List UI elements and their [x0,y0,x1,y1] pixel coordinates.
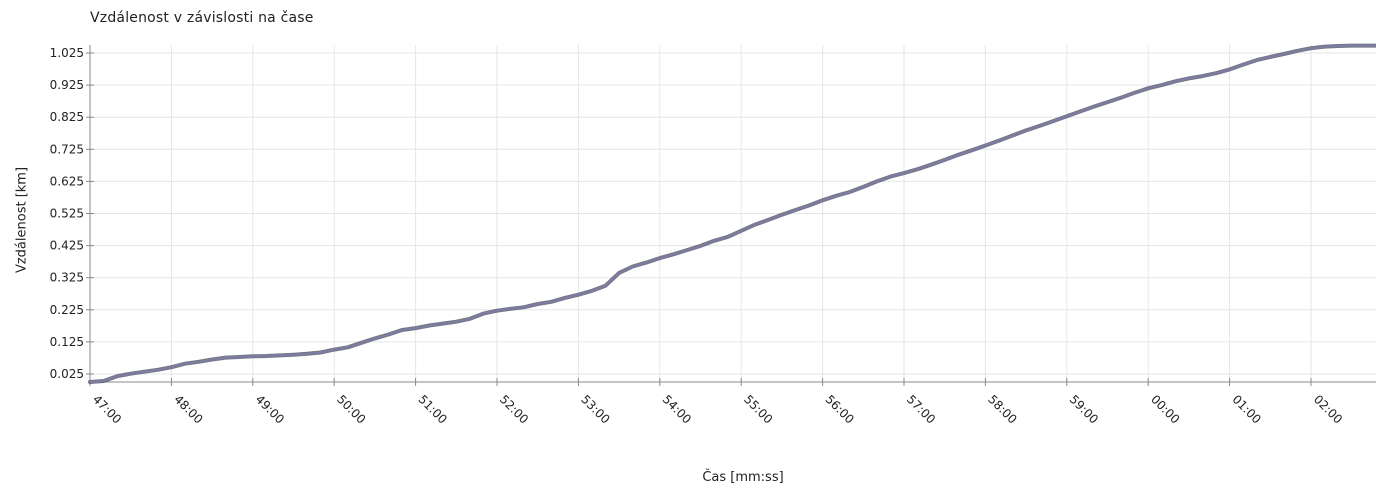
y-tick-label: 0.125 [50,335,84,349]
x-tick-label: 57:00 [904,392,938,426]
y-tick-label: 0.825 [50,110,84,124]
y-tick-label: 0.625 [50,174,84,188]
y-tick-label: 0.225 [50,303,84,317]
y-tick-label: 1.025 [50,46,84,60]
x-tick-label: 02:00 [1311,392,1345,426]
x-tick-label: 56:00 [822,392,856,426]
x-tick-label: 50:00 [334,392,368,426]
x-tick-label: 59:00 [1067,392,1101,426]
x-tick-label: 58:00 [985,392,1019,426]
y-tick-label: 0.525 [50,207,84,221]
x-tick-label: 53:00 [578,392,612,426]
chart-title: Vzdálenost v závislosti na čase [90,10,314,26]
x-tick-label: 55:00 [741,392,775,426]
x-tick-label: 49:00 [253,392,287,426]
y-tick-label: 0.925 [50,78,84,92]
x-tick-label: 01:00 [1229,392,1263,426]
series-line [89,44,1376,383]
y-tick-label: 0.025 [50,367,84,381]
x-tick-label: 54:00 [660,392,694,426]
x-tick-label: 47:00 [90,392,124,426]
x-tick-label: 52:00 [497,392,531,426]
y-tick-label: 0.325 [50,271,84,285]
y-tick-label: 0.725 [50,142,84,156]
x-axis-label: Čas [mm:ss] [702,470,784,485]
x-tick-label: 48:00 [171,392,205,426]
x-tick-label: 51:00 [415,392,449,426]
x-tick-label: 00:00 [1148,392,1182,426]
y-tick-label: 0.425 [50,239,84,253]
